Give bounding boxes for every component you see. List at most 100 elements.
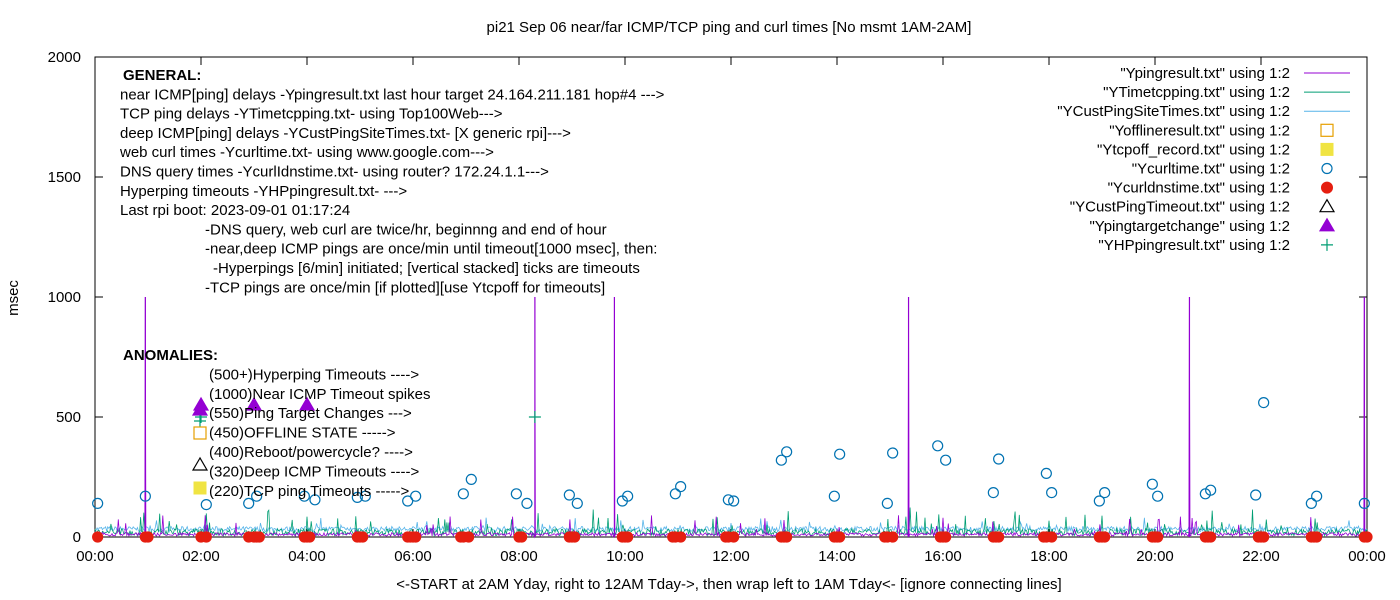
dns-time-point [569, 531, 581, 543]
curl-time-point [200, 499, 212, 511]
curl-time-point [309, 494, 321, 506]
dns-time-point [1152, 531, 1164, 543]
curl-time-point [251, 490, 263, 502]
general-note: web curl times -Ycurltime.txt- using www… [119, 144, 494, 161]
curl-time-point [834, 448, 846, 460]
anomaly-note: (320)Deep ICMP Timeouts ----> [209, 463, 419, 480]
dns-time-point [142, 531, 154, 543]
legend-label: "Ypingtargetchange" using 1:2 [1089, 218, 1290, 235]
x-tick-label: 14:00 [818, 548, 856, 565]
anomaly-deep-timeout-symbol [191, 456, 209, 471]
dns-time-point [1099, 531, 1111, 543]
curl-time-point [139, 490, 151, 502]
dns-time-point [1258, 531, 1270, 543]
y-tick-label: 500 [56, 409, 81, 426]
curl-time-point [1146, 478, 1158, 490]
anomaly-offline-symbol [193, 426, 207, 440]
general-note: Last rpi boot: 2023-09-01 01:17:24 [120, 202, 350, 219]
general-note: -near,deep ICMP pings are once/min until… [205, 241, 657, 258]
x-tick-label: 12:00 [712, 548, 750, 565]
curl-time-point [675, 481, 687, 493]
dns-time-point [993, 531, 1005, 543]
curl-time-point [298, 490, 310, 502]
general-note: TCP ping delays -YTimetcpping.txt- using… [120, 106, 503, 123]
x-tick-label: 04:00 [288, 548, 326, 565]
dns-time-point [516, 531, 528, 543]
curl-time-point [521, 497, 533, 509]
anomaly-note: (1000)Near ICMP Timeout spikes [209, 386, 430, 403]
axis-ticks: 0 500 1000 1500 2000 00:00 02:00 04:00 06:00 08:0… [48, 49, 1386, 565]
curl-time-point [243, 497, 255, 509]
anomaly-note: (500+)Hyperping Timeouts ----> [209, 366, 419, 383]
x-tick-label: 16:00 [924, 548, 962, 565]
anomaly-tcp-timeout-symbol [193, 481, 207, 495]
curl-time-point [563, 489, 575, 501]
curl-time-point [993, 453, 1005, 465]
curl-time-point [92, 497, 104, 509]
x-tick-label: 22:00 [1242, 548, 1280, 565]
x-axis-label: <-START at 2AM Yday, right to 12AM Tday-… [396, 576, 1061, 593]
curl-time-point [510, 488, 522, 500]
curl-time-point [465, 473, 477, 485]
x-tick-label: 00:00 [1348, 548, 1386, 565]
legend-label: "YTimetcpping.txt" using 1:2 [1103, 84, 1290, 101]
legend-filled-triangle [1318, 217, 1336, 232]
dns-time-point [304, 531, 316, 543]
dns-time-point [410, 531, 422, 543]
series-tcpping-line [94, 507, 1368, 537]
x-tick-label: 06:00 [394, 548, 432, 565]
legend-label: "YHPpingresult.txt" using 1:2 [1098, 237, 1290, 254]
anomaly-hyperping-symbol [194, 415, 206, 427]
dns-time-point [1046, 531, 1058, 543]
curl-time-point [1099, 487, 1111, 499]
curl-time-point [987, 487, 999, 499]
x-tick-label: 02:00 [182, 548, 220, 565]
general-note: -TCP pings are once/min [if plotted][use… [205, 279, 605, 296]
legend-label: "YCustPingTimeout.txt" using 1:2 [1070, 199, 1290, 216]
curl-time-point [1046, 487, 1058, 499]
plot-area: 0 500 1000 1500 2000 00:00 02:00 04:00 06:00 08:0… [48, 49, 1386, 565]
curl-time-point [351, 491, 363, 503]
curl-time-point [1311, 490, 1323, 502]
y-axis-label: msec [5, 280, 22, 316]
dns-time-point [92, 531, 104, 543]
legend-label: "Ycurldnstime.txt" using 1:2 [1108, 180, 1290, 197]
dns-time-point [887, 531, 899, 543]
dns-time-point [781, 531, 793, 543]
curl-time-point [622, 490, 634, 502]
y-tick-label: 0 [73, 529, 81, 546]
curl-time-point [932, 440, 944, 452]
y-tick-label: 1000 [48, 289, 81, 306]
anomaly-note: ANOMALIES: [123, 347, 218, 364]
curl-time-point [881, 497, 893, 509]
anomaly-note: (450)OFFLINE STATE -----> [209, 425, 396, 442]
curl-time-point [571, 497, 583, 509]
curl-time-point [887, 447, 899, 459]
dns-time-point [675, 531, 687, 543]
legend-label: "Ytcpoff_record.txt" using 1:2 [1097, 141, 1290, 158]
dns-time-point [1361, 531, 1373, 543]
x-tick-label: 18:00 [1030, 548, 1068, 565]
anomaly-note: (220)TCP ping Timeouts -----> [209, 483, 409, 500]
curl-time-point [1040, 467, 1052, 479]
chart-title: pi21 Sep 06 near/far ICMP/TCP ping and c… [487, 19, 972, 36]
dns-time-point [834, 531, 846, 543]
dns-time-point [1205, 531, 1217, 543]
general-note: -Hyperpings [6/min] initiated; [vertical… [213, 260, 640, 277]
dns-time-point [728, 531, 740, 543]
curl-time-point [1152, 490, 1164, 502]
curl-time-point [1358, 497, 1370, 509]
curl-time-point [1250, 489, 1262, 501]
anomaly-note: (550)Ping Target Changes ---> [209, 405, 412, 422]
general-note: near ICMP[ping] delays -Ypingresult.txt … [120, 86, 665, 103]
x-tick-label: 20:00 [1136, 548, 1174, 565]
x-tick-label: 10:00 [606, 548, 644, 565]
curl-time-point [1258, 397, 1270, 409]
annotations: GENERAL: near ICMP[ping] delays -Ypingres… [119, 67, 665, 296]
general-note: DNS query times -YcurlIdnstime.txt- usin… [120, 164, 549, 181]
dns-time-point [622, 531, 634, 543]
dns-time-point [200, 531, 212, 543]
curl-time-point [359, 490, 371, 502]
legend-open-triangle [1318, 198, 1336, 213]
